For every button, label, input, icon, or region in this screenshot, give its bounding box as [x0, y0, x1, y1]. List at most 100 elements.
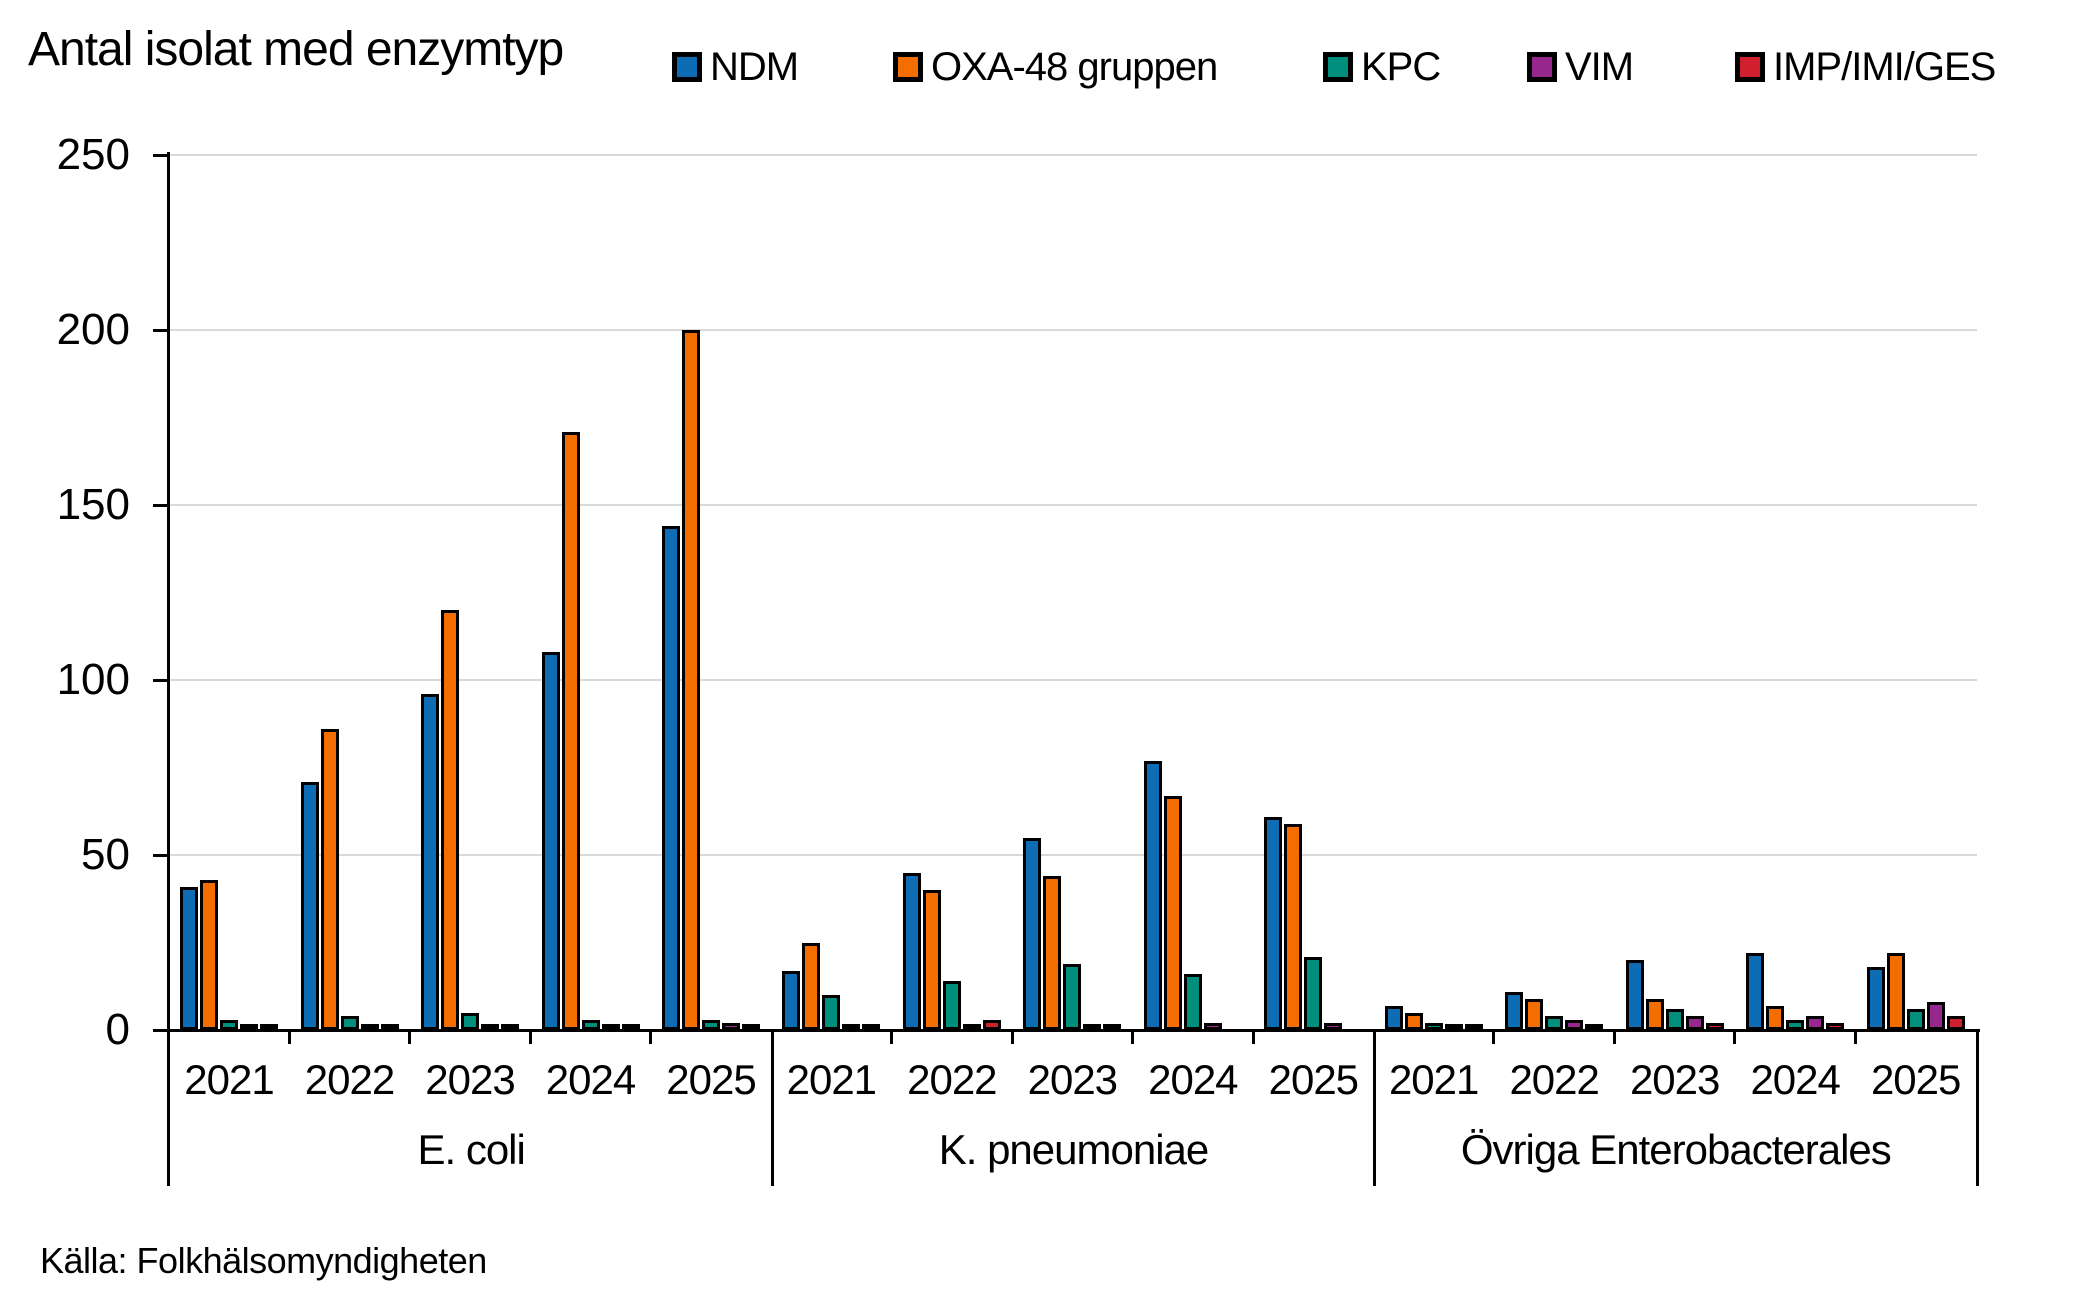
- bar-imp-imi-ges-2024: [1826, 1023, 1845, 1030]
- x-axis-year-label-2023: 2023: [1629, 1056, 1720, 1103]
- bar-oxa-48-gruppen-2025: [1284, 823, 1303, 1030]
- source-note: Källa: Folkhälsomyndigheten: [40, 1240, 487, 1281]
- bar-imp-imi-ges-2022: [380, 1024, 399, 1030]
- bar-oxa-48-gruppen-2022: [320, 729, 339, 1030]
- legend-label: VIM: [1565, 45, 1634, 89]
- y-axis-label-200: 200: [56, 305, 130, 354]
- gridline-200: [170, 329, 1977, 331]
- bar-oxa-48-gruppen-2022: [922, 890, 941, 1030]
- x-axis-group-label: Övriga Enterobacterales: [1460, 1126, 1892, 1173]
- bar-kpc-2022: [942, 981, 961, 1030]
- legend-label: NDM: [710, 45, 799, 89]
- gridline-100: [170, 679, 1977, 681]
- bar-oxa-48-gruppen-2021: [802, 942, 821, 1030]
- bar-kpc-2024: [1183, 974, 1202, 1030]
- bar-kpc-2021: [1424, 1023, 1443, 1030]
- x-axis-minor-tick: [1612, 1030, 1616, 1044]
- x-axis-minor-tick: [890, 1030, 894, 1044]
- bar-imp-imi-ges-2021: [1464, 1024, 1483, 1030]
- legend-swatch-icon: [672, 52, 702, 82]
- bar-imp-imi-ges-2023: [1103, 1024, 1122, 1030]
- legend-swatch-icon: [1323, 52, 1353, 82]
- bar-kpc-2025: [702, 1019, 720, 1030]
- bar-kpc-2024: [581, 1019, 600, 1030]
- bar-imp-imi-ges-2023: [1705, 1023, 1724, 1030]
- y-axis-tick-100: [153, 678, 167, 682]
- bar-oxa-48-gruppen-2023: [1043, 876, 1062, 1030]
- x-axis-year-label-2024: 2024: [545, 1056, 636, 1103]
- bar-vim-2021: [1444, 1024, 1463, 1030]
- bar-imp-imi-ges-2024: [621, 1024, 640, 1030]
- bar-oxa-48-gruppen-2025: [1886, 953, 1905, 1030]
- y-axis-tick-150: [153, 503, 167, 507]
- bar-oxa-48-gruppen-2023: [441, 610, 459, 1030]
- y-axis-label-100: 100: [56, 655, 130, 704]
- gridline-50: [170, 854, 1977, 856]
- x-axis-minor-tick: [528, 1030, 532, 1044]
- legend-label: KPC: [1361, 45, 1441, 89]
- bar-kpc-2023: [1665, 1009, 1684, 1030]
- x-axis-minor-tick: [287, 1030, 291, 1044]
- x-axis-minor-tick: [1251, 1030, 1255, 1044]
- bar-kpc-2021: [822, 995, 841, 1030]
- x-axis-year-label-2021: 2021: [184, 1056, 274, 1103]
- bar-ndm-2022: [1505, 991, 1524, 1030]
- bar-oxa-48-gruppen-2024: [1163, 795, 1182, 1030]
- bar-vim-2021: [240, 1024, 258, 1030]
- bar-kpc-2025: [1304, 956, 1323, 1030]
- x-axis-minor-tick: [1853, 1030, 1857, 1044]
- bar-vim-2025: [1324, 1023, 1343, 1030]
- y-axis-label-50: 50: [81, 830, 130, 879]
- legend-swatch-icon: [1735, 52, 1765, 82]
- group-divider: [1975, 1030, 1979, 1186]
- bar-ndm-2021: [1384, 1005, 1403, 1030]
- legend-swatch-icon: [893, 52, 923, 82]
- bar-ndm-2023: [1625, 960, 1644, 1030]
- bar-ndm-2024: [1143, 760, 1162, 1030]
- bar-oxa-48-gruppen-2021: [200, 879, 218, 1030]
- bar-vim-2025: [1926, 1002, 1945, 1030]
- bar-ndm-2022: [902, 872, 921, 1030]
- bar-vim-2023: [1685, 1016, 1704, 1030]
- y-axis-tick-200: [153, 328, 167, 332]
- bar-ndm-2021: [180, 886, 198, 1030]
- x-axis-year-label-2023: 2023: [425, 1056, 515, 1103]
- x-axis-line: [167, 1029, 1980, 1032]
- bar-kpc-2023: [461, 1012, 479, 1030]
- bar-kpc-2024: [1786, 1019, 1805, 1030]
- y-axis-tick-0: [153, 1028, 167, 1032]
- legend-label: IMP/IMI/GES: [1773, 45, 1996, 89]
- group-divider: [770, 1030, 774, 1186]
- bar-vim-2025: [722, 1023, 740, 1030]
- x-axis-minor-tick: [1733, 1030, 1737, 1044]
- y-axis-label-250: 250: [56, 130, 130, 179]
- bar-imp-imi-ges-2022: [982, 1019, 1001, 1030]
- group-divider: [1373, 1030, 1377, 1186]
- bar-vim-2022: [360, 1024, 379, 1030]
- x-axis-group-label: K. pneumoniae: [938, 1126, 1210, 1173]
- bar-ndm-2024: [541, 652, 560, 1030]
- bar-ndm-2023: [421, 694, 439, 1030]
- x-axis-year-label-2025: 2025: [1268, 1056, 1359, 1103]
- x-axis-year-label-2025: 2025: [666, 1056, 756, 1103]
- x-axis-minor-tick: [1010, 1030, 1014, 1044]
- bar-vim-2024: [1203, 1023, 1222, 1030]
- y-axis-label-0: 0: [105, 1005, 130, 1054]
- x-axis-minor-tick: [649, 1030, 653, 1044]
- y-axis-line: [167, 152, 170, 1186]
- bar-vim-2024: [1806, 1016, 1825, 1030]
- x-axis-minor-tick: [408, 1030, 412, 1044]
- gridline-250: [170, 154, 1977, 156]
- bar-kpc-2023: [1063, 963, 1082, 1030]
- bar-kpc-2021: [220, 1019, 238, 1030]
- bar-kpc-2025: [1906, 1009, 1925, 1030]
- bar-ndm-2025: [1866, 967, 1885, 1030]
- chart-title: Antal isolat med enzymtyp: [28, 23, 564, 76]
- x-axis-minor-tick: [1492, 1030, 1496, 1044]
- x-axis-year-label-2021: 2021: [1388, 1056, 1479, 1103]
- gridline-150: [170, 504, 1977, 506]
- bar-imp-imi-ges-2023: [501, 1024, 519, 1030]
- y-axis-tick-250: [153, 153, 167, 157]
- x-axis-year-label-2023: 2023: [1027, 1056, 1118, 1103]
